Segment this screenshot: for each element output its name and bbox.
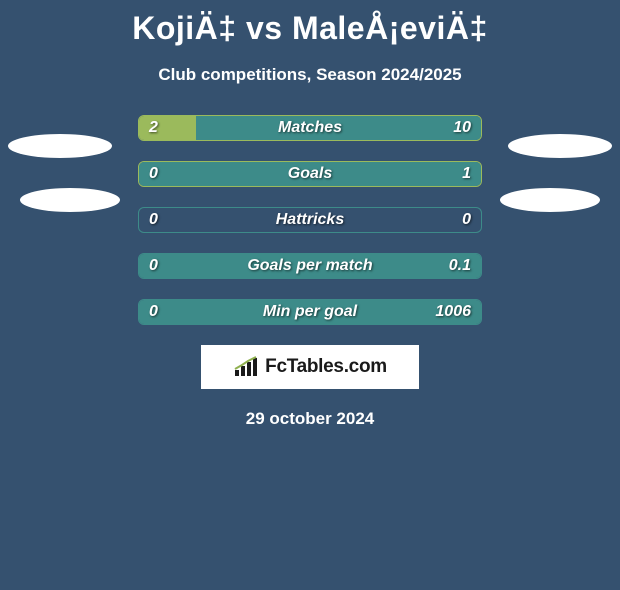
stat-label: Min per goal bbox=[139, 300, 481, 324]
stat-row: 00.1Goals per match bbox=[138, 253, 482, 279]
stat-row: 210Matches bbox=[138, 115, 482, 141]
barchart-icon bbox=[233, 356, 259, 378]
stat-row: 01Goals bbox=[138, 161, 482, 187]
decorative-ellipse bbox=[508, 134, 612, 158]
stat-label: Goals bbox=[139, 162, 481, 186]
date-label: 29 october 2024 bbox=[0, 409, 620, 429]
page-title: KojiÄ‡ vs MaleÅ¡eviÄ‡ bbox=[0, 10, 620, 47]
stat-row: 01006Min per goal bbox=[138, 299, 482, 325]
logo-box: FcTables.com bbox=[201, 345, 419, 389]
logo-text: FcTables.com bbox=[265, 356, 387, 378]
decorative-ellipse bbox=[8, 134, 112, 158]
stat-label: Matches bbox=[139, 116, 481, 140]
decorative-ellipse bbox=[20, 188, 120, 212]
subtitle: Club competitions, Season 2024/2025 bbox=[0, 65, 620, 85]
decorative-ellipse bbox=[500, 188, 600, 212]
stat-row: 00Hattricks bbox=[138, 207, 482, 233]
stat-label: Hattricks bbox=[139, 208, 481, 232]
stat-label: Goals per match bbox=[139, 254, 481, 278]
